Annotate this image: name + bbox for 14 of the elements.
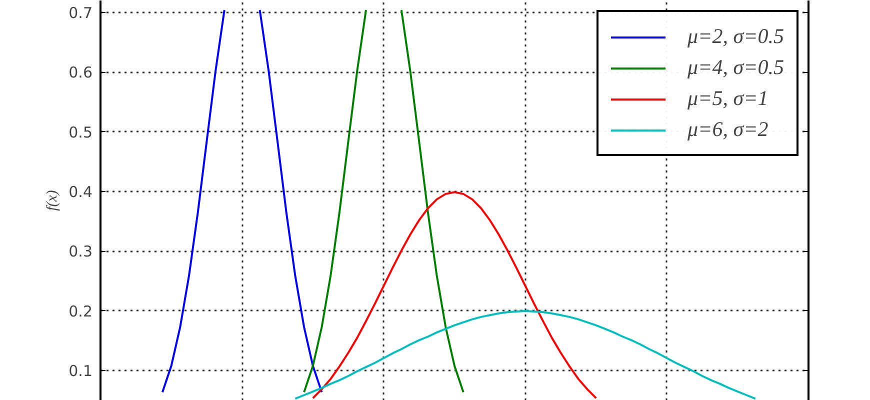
y-axis-title: f(x) [44,190,61,211]
line-series [312,191,598,400]
y-tick-label: 0.2 [68,302,93,320]
y-tick-label: 0.6 [68,64,93,82]
line-series [294,310,756,400]
y-tick-label: 0.5 [68,123,93,142]
y-tick-label: 0.3 [68,242,93,261]
y-tick-label: 0.4 [68,183,93,202]
legend-label: μ=5, σ=1 [688,86,768,111]
legend-label: μ=6, σ=2 [688,117,768,142]
legend-label: μ=4, σ=0.5 [688,55,784,80]
y-tick-label: 0.1 [68,362,93,380]
y-tick-label: 0.7 [68,4,93,22]
legend-label: μ=2, σ=0.5 [688,24,784,49]
